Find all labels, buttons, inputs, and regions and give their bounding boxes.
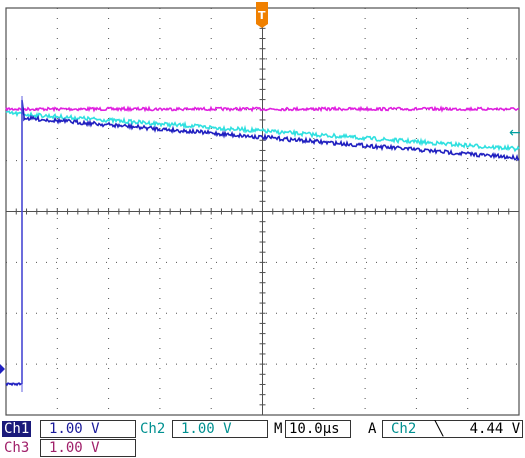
trigger-mode: A — [368, 421, 377, 437]
timebase-prefix: M — [274, 421, 283, 437]
trigger-level: 4.44 V — [469, 421, 521, 437]
ch2-trace — [5, 110, 520, 153]
waveform-traces — [0, 96, 520, 392]
ch1-label[interactable]: Ch1 — [2, 421, 32, 437]
trigger-marker-label: T — [258, 9, 266, 22]
ch3-scale[interactable]: 1.00 V — [40, 439, 136, 457]
trigger-source: Ch2 — [391, 421, 417, 437]
ch1-ground-marker-icon[interactable] — [0, 364, 5, 374]
trigger-position-marker[interactable] — [256, 2, 268, 28]
ch3-trace — [5, 105, 520, 113]
ch2-scale[interactable]: 1.00 V — [172, 420, 268, 438]
ch2-label[interactable]: Ch2 — [140, 421, 166, 437]
ch1-scale[interactable]: 1.00 V — [40, 420, 136, 438]
ch1-trace — [5, 99, 520, 387]
falling-edge-icon: ╲ — [434, 421, 444, 437]
trigger-level-arrow-icon[interactable]: ← — [509, 125, 521, 141]
trigger-settings[interactable]: Ch2 ╲ 4.44 V — [382, 420, 523, 438]
timebase-value[interactable]: 10.0µs — [285, 420, 351, 438]
ch3-label[interactable]: Ch3 — [4, 440, 30, 456]
